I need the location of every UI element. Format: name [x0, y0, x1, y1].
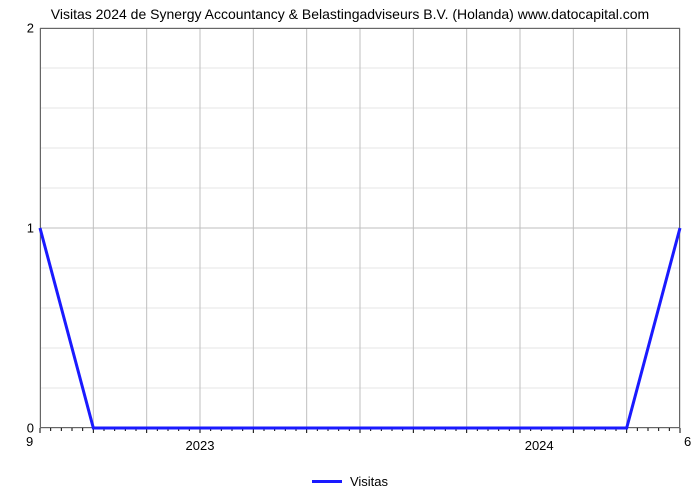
- legend: Visitas: [0, 470, 700, 489]
- x-category-label: 2024: [525, 438, 554, 453]
- y-tick-label: 1: [10, 221, 34, 236]
- legend-label: Visitas: [350, 474, 388, 489]
- chart-svg: [40, 28, 680, 428]
- chart-title: Visitas 2024 de Synergy Accountancy & Be…: [0, 6, 700, 22]
- plot-area: [40, 28, 680, 428]
- x-corner-left-label: 9: [26, 434, 33, 449]
- x-corner-right-label: 6: [684, 434, 691, 449]
- x-category-label: 2023: [186, 438, 215, 453]
- y-tick-label: 2: [10, 21, 34, 36]
- legend-swatch: [312, 480, 342, 483]
